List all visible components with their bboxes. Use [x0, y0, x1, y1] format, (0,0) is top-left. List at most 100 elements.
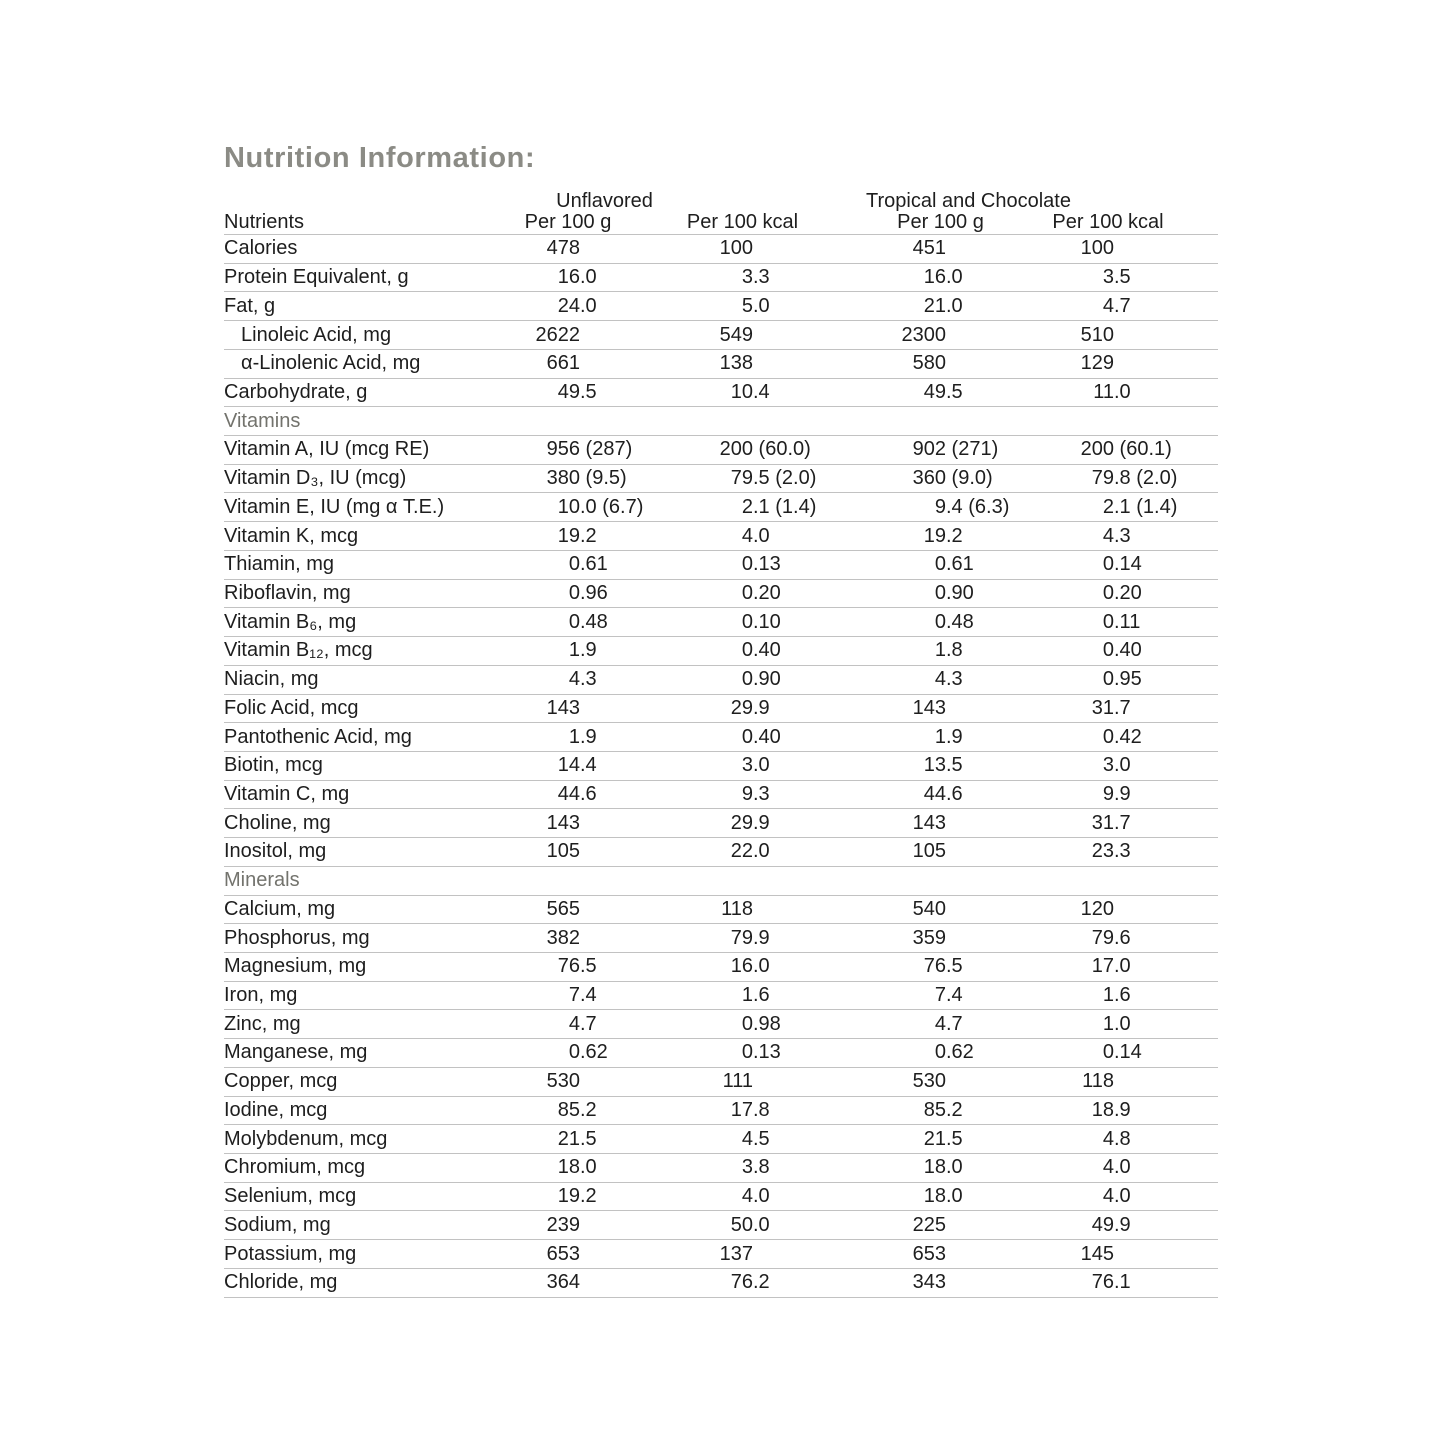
- value-cell: 2.1 (1.4): [741, 495, 817, 518]
- value-cell: 4.8: [1102, 1127, 1131, 1150]
- nutrient-label: Niacin, mg: [224, 668, 319, 691]
- group-header-tropical-and-chocolate: Tropical and Chocolate: [866, 190, 1071, 212]
- value-cell: 16.0: [923, 266, 963, 289]
- value-cell: 7.4: [568, 984, 597, 1007]
- value-cell: 19.2: [557, 524, 597, 547]
- value-cell: 24.0: [557, 294, 597, 317]
- value-cell: 3.0: [741, 754, 770, 777]
- value-cell: 138: [719, 352, 753, 375]
- value-cell: 530: [912, 1070, 946, 1093]
- table-row: Sodium, mg 239 50.0 225 49.9: [224, 1211, 1218, 1241]
- value-cell: 200 (60.0): [719, 438, 811, 461]
- value-cell: 4.0: [741, 1185, 770, 1208]
- col-header-per-100g-unflavored: Per 100 g: [524, 211, 612, 233]
- document-page: Nutrition Information: Unflavored Tropic…: [224, 141, 1218, 1298]
- value-cell: 18.0: [923, 1156, 963, 1179]
- value-cell: 0.20: [741, 581, 781, 604]
- nutrient-label: Inositol, mg: [224, 840, 327, 863]
- value-cell: 85.2: [923, 1098, 963, 1121]
- value-cell: 19.2: [557, 1185, 597, 1208]
- table-row: Potassium, mg 653 137 653 145: [224, 1240, 1218, 1269]
- nutrient-label: Riboflavin, mg: [224, 581, 351, 604]
- table-row: Carbohydrate, g 49.5 10.4 49.5 11.0: [224, 379, 1218, 408]
- section-row: Minerals: [224, 867, 1218, 896]
- value-cell: 145: [1080, 1242, 1114, 1265]
- table-row: Biotin, mcg 14.4 3.0 13.5 3.0: [224, 752, 1218, 781]
- value-cell: 0.90: [741, 668, 781, 691]
- value-cell: 76.2: [730, 1271, 770, 1294]
- table-row: Niacin, mg 4.3 0.90 4.3 0.95: [224, 666, 1218, 695]
- value-cell: 1.6: [741, 984, 770, 1007]
- value-cell: 0.10: [741, 610, 781, 633]
- table-row: Vitamin B₁₂, mcg 1.9 0.40 1.8 0.40: [224, 637, 1218, 666]
- value-cell: 18.0: [923, 1185, 963, 1208]
- table-row: Chloride, mg 364 76.2 343 76.1: [224, 1269, 1218, 1298]
- nutrient-label: Thiamin, mg: [224, 553, 335, 576]
- nutrient-label: Pantothenic Acid, mg: [224, 725, 412, 748]
- value-cell: 4.7: [934, 1012, 963, 1035]
- table-row: α-Linolenic Acid, mg 661 138 580 129: [224, 350, 1218, 379]
- page-title: Nutrition Information:: [224, 142, 536, 174]
- table-body: Calories 478 100 451 100 Protein Equivalent, …: [224, 235, 1218, 1298]
- value-cell: 359: [912, 926, 946, 949]
- value-cell: 3.5: [1102, 266, 1131, 289]
- group-header-unflavored: Unflavored: [556, 190, 653, 212]
- value-cell: 9.4 (6.3): [934, 495, 1010, 518]
- table-row: Vitamin D₃, IU (mcg) 380 (9.5) 79.5 (2.0) 3…: [224, 465, 1218, 494]
- value-cell: 49.5: [557, 380, 597, 403]
- value-cell: 18.0: [557, 1156, 597, 1179]
- value-cell: 451: [912, 237, 946, 260]
- value-cell: 565: [546, 897, 580, 920]
- table-row: Fat, g 24.0 5.0 21.0 4.7: [224, 292, 1218, 322]
- nutrition-table: Unflavored Tropical and Chocolate Nutrie…: [224, 185, 1218, 1298]
- value-cell: 661: [546, 352, 580, 375]
- table-row: Folic Acid, mcg 143 29.9 143 31.7: [224, 695, 1218, 724]
- value-cell: 4.7: [568, 1012, 597, 1035]
- table-row: Calories 478 100 451 100: [224, 235, 1218, 264]
- nutrient-label: Molybdenum, mcg: [224, 1127, 388, 1150]
- value-cell: 1.9: [568, 639, 597, 662]
- value-cell: 118: [721, 897, 753, 920]
- table-row: Linoleic Acid, mg 2622 549 2300 510: [224, 321, 1218, 350]
- nutrient-label: Carbohydrate, g: [224, 380, 368, 403]
- value-cell: 530: [546, 1070, 580, 1093]
- nutrient-label: Magnesium, mg: [224, 955, 367, 978]
- value-cell: 1.8: [934, 639, 963, 662]
- value-cell: 0.96: [568, 581, 608, 604]
- nutrient-label: Iodine, mcg: [224, 1098, 328, 1121]
- value-cell: 2622: [535, 323, 581, 346]
- value-cell: 2300: [901, 323, 947, 346]
- value-cell: 137: [719, 1242, 753, 1265]
- value-cell: 1.6: [1102, 984, 1131, 1007]
- nutrient-label: Biotin, mcg: [224, 754, 323, 777]
- value-cell: 956 (287): [546, 438, 633, 461]
- value-cell: 29.9: [730, 696, 770, 719]
- value-cell: 382: [546, 926, 580, 949]
- section-label: Minerals: [224, 869, 300, 892]
- value-cell: 0.20: [1102, 581, 1142, 604]
- nutrient-label: Vitamin C, mg: [224, 783, 350, 806]
- value-cell: 510: [1080, 323, 1114, 346]
- table-row: Molybdenum, mcg 21.5 4.5 21.5 4.8: [224, 1125, 1218, 1154]
- value-cell: 105: [912, 840, 946, 863]
- value-cell: 11.0: [1093, 380, 1131, 403]
- value-cell: 343: [912, 1271, 946, 1294]
- table-row: Phosphorus, mg 382 79.9 359 79.6: [224, 924, 1218, 953]
- section-label: Vitamins: [224, 409, 301, 432]
- table-row: Thiamin, mg 0.61 0.13 0.61 0.14: [224, 551, 1218, 580]
- value-cell: 21.5: [923, 1127, 963, 1150]
- nutrient-label: Chromium, mcg: [224, 1156, 366, 1179]
- value-cell: 9.9: [1102, 783, 1131, 806]
- nutrient-label: Copper, mcg: [224, 1070, 338, 1093]
- nutrient-label: Selenium, mcg: [224, 1185, 357, 1208]
- value-cell: 14.4: [557, 754, 597, 777]
- nutrient-label: Potassium, mg: [224, 1242, 357, 1265]
- value-cell: 10.0 (6.7): [557, 495, 644, 518]
- value-cell: 111: [722, 1070, 753, 1093]
- value-cell: 44.6: [557, 783, 597, 806]
- value-cell: 85.2: [557, 1098, 597, 1121]
- value-cell: 21.5: [557, 1127, 597, 1150]
- value-cell: 49.5: [923, 380, 963, 403]
- table-row: Vitamin E, IU (mg α T.E.) 10.0 (6.7) 2.1 (…: [224, 493, 1218, 523]
- value-cell: 5.0: [741, 294, 770, 317]
